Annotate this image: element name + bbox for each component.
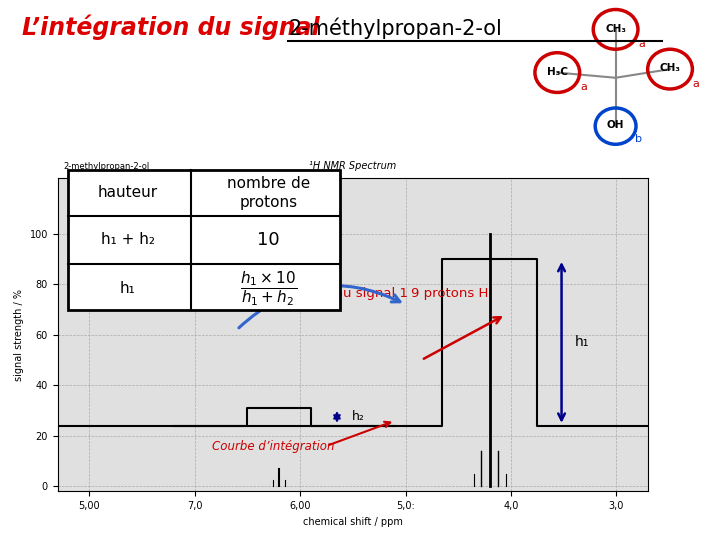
Text: h₂: h₂ bbox=[351, 410, 364, 423]
Text: a: a bbox=[287, 294, 294, 305]
Text: OH: OH bbox=[607, 120, 624, 130]
Text: 10: 10 bbox=[257, 231, 279, 248]
Text: $\dfrac{h_1 \times 10}{h_1 + h_2}$: $\dfrac{h_1 \times 10}{h_1 + h_2}$ bbox=[240, 269, 297, 307]
Text: h₁ + h₂: h₁ + h₂ bbox=[101, 232, 155, 247]
Text: h₁: h₁ bbox=[120, 281, 136, 296]
Text: CH₃: CH₃ bbox=[605, 24, 626, 33]
Text: 9 protons H: 9 protons H bbox=[411, 287, 488, 300]
Text: L’intégration du signal: L’intégration du signal bbox=[22, 15, 320, 40]
Y-axis label: signal strength / %: signal strength / % bbox=[14, 289, 24, 381]
Text: h₁: h₁ bbox=[575, 335, 589, 349]
Text: a: a bbox=[693, 79, 700, 89]
X-axis label: chemical shift / ppm: chemical shift / ppm bbox=[303, 517, 402, 526]
Text: ¹H NMR Spectrum: ¹H NMR Spectrum bbox=[309, 161, 397, 171]
Text: H₃C: H₃C bbox=[546, 67, 568, 77]
Text: a: a bbox=[639, 39, 645, 49]
Text: 2-méthylpropan-2-ol: 2-méthylpropan-2-ol bbox=[288, 18, 502, 39]
FancyBboxPatch shape bbox=[68, 170, 340, 310]
Text: b: b bbox=[636, 134, 642, 144]
Text: a: a bbox=[580, 82, 587, 92]
Text: nombre de
protons: nombre de protons bbox=[227, 176, 310, 210]
Text: hauteur: hauteur bbox=[98, 185, 158, 200]
Text: Courbe d’intégration: Courbe d’intégration bbox=[212, 440, 335, 453]
Text: 2-methylpropan-2-ol: 2-methylpropan-2-ol bbox=[63, 162, 150, 171]
Text: associé au signal 1: associé au signal 1 bbox=[277, 287, 408, 300]
Text: CH₃: CH₃ bbox=[660, 63, 680, 73]
